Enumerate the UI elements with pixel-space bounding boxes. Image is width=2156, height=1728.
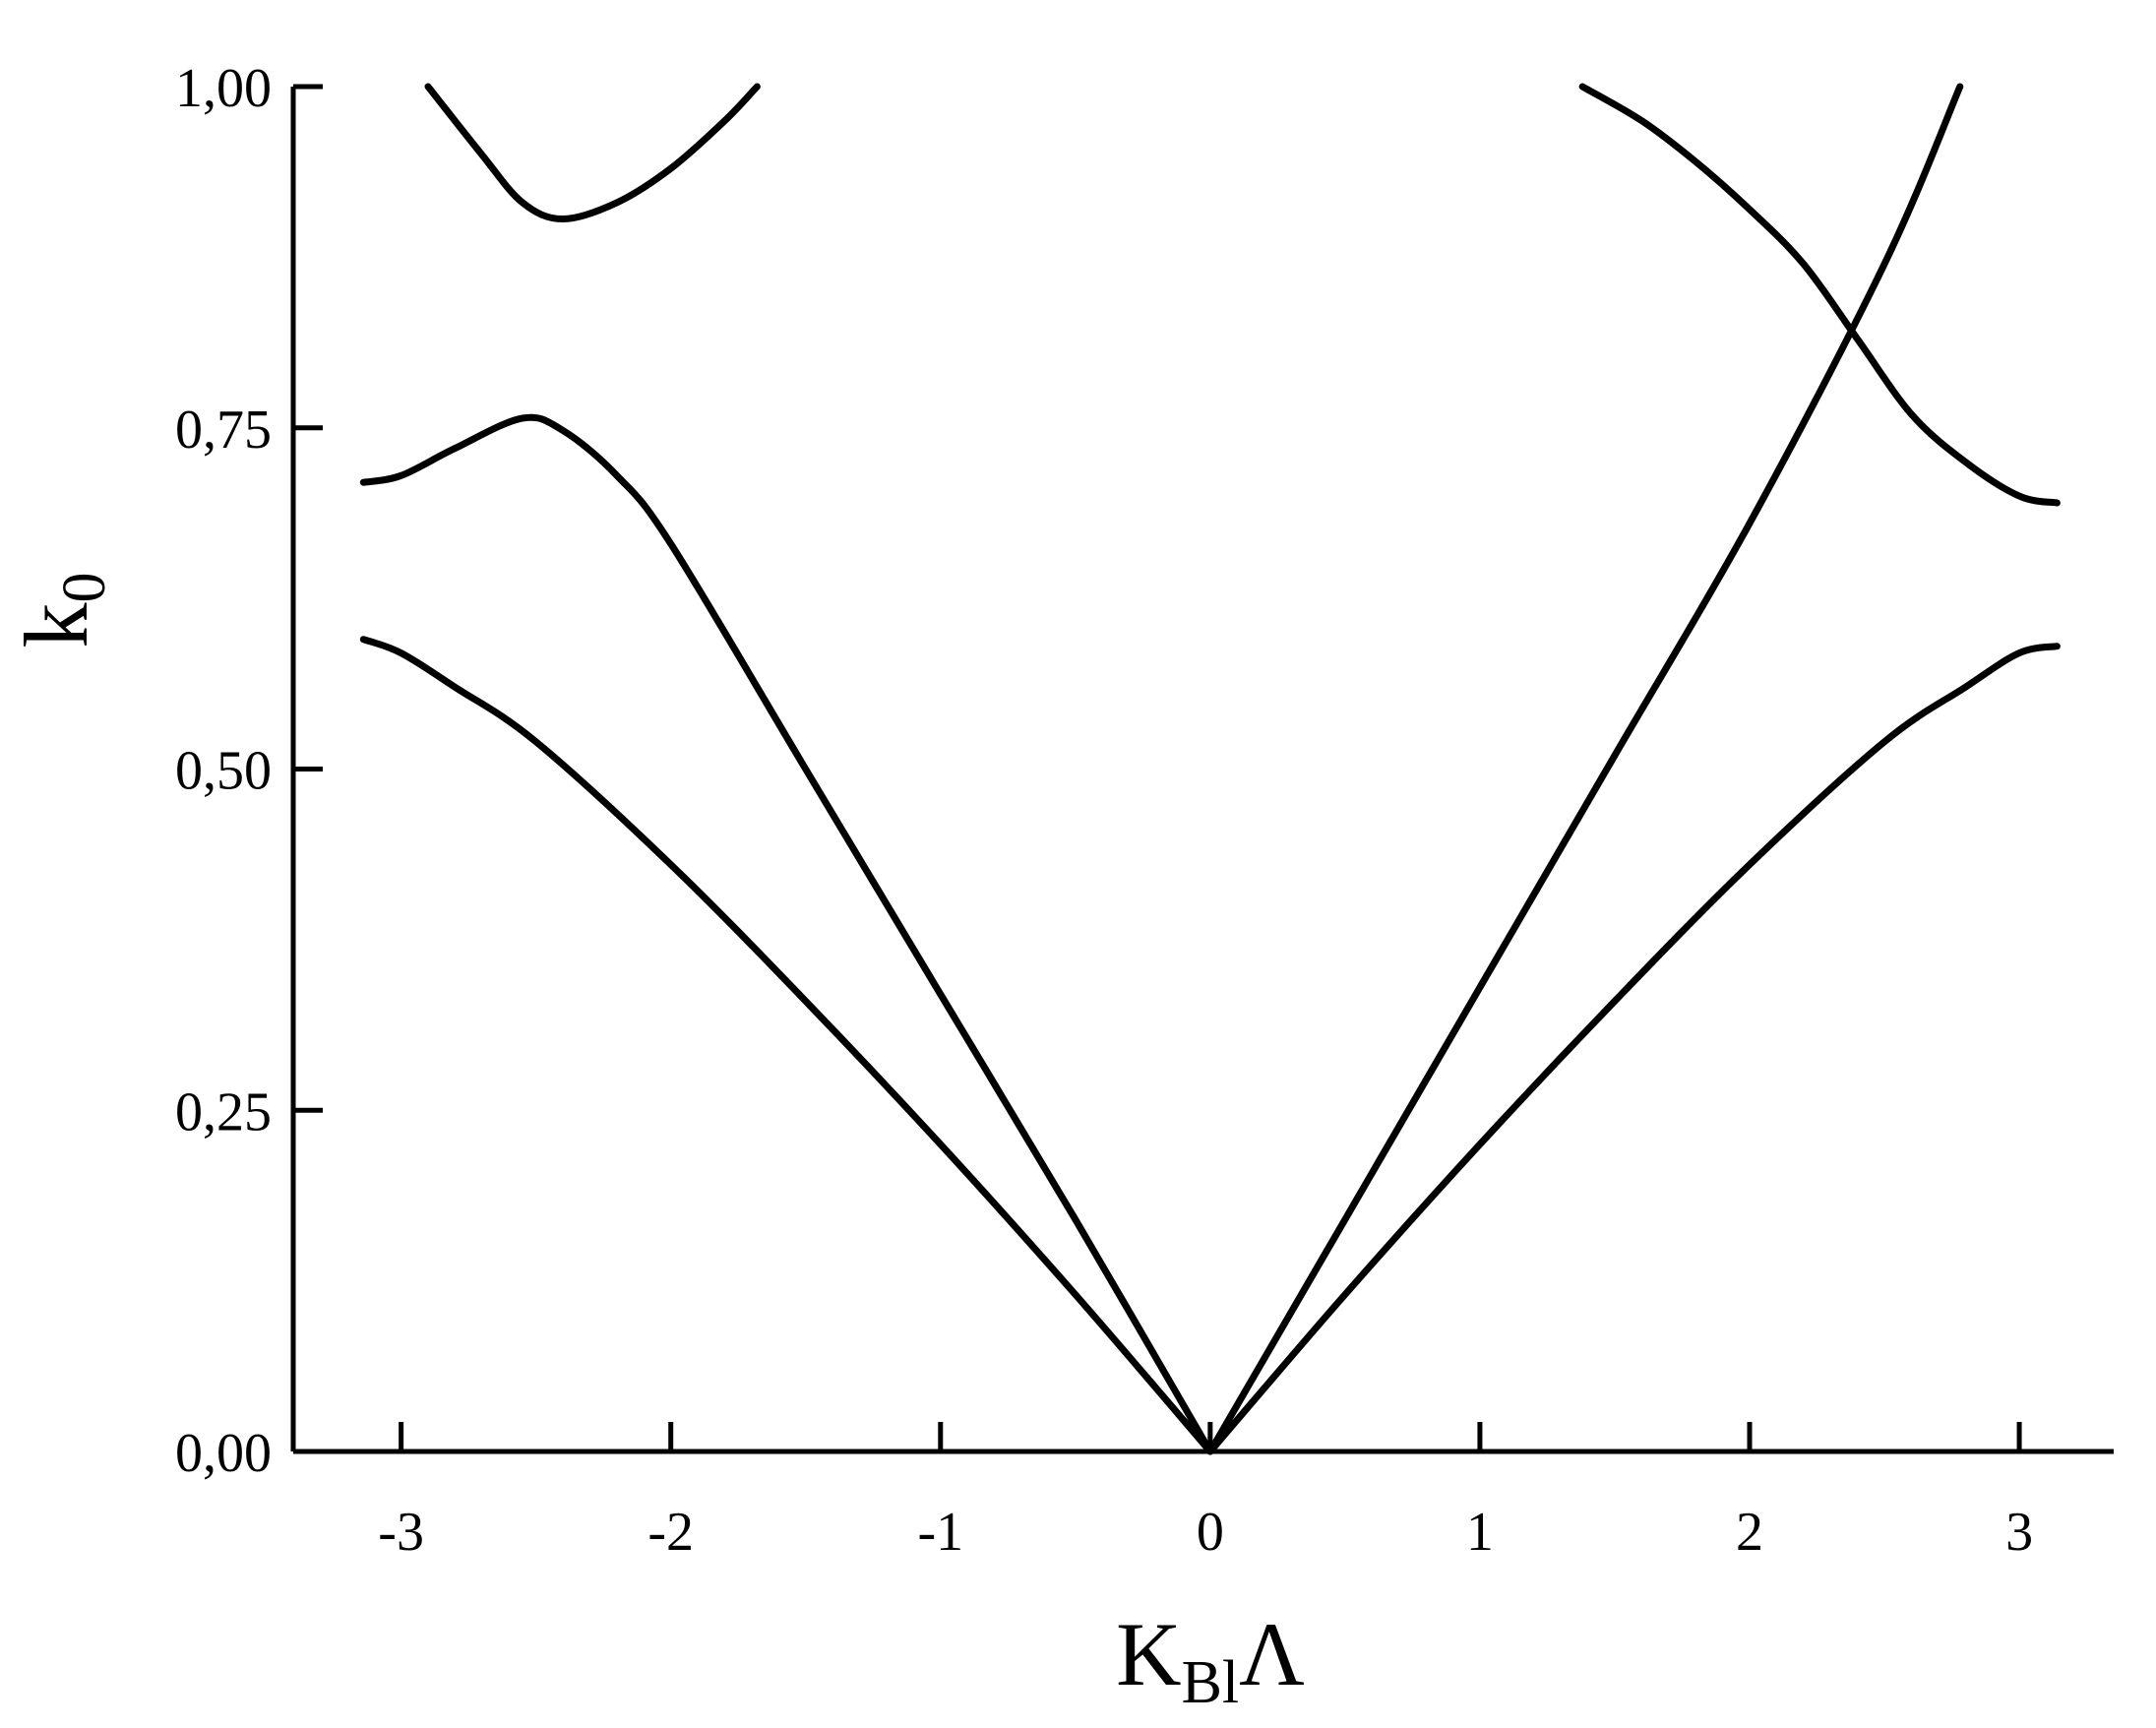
y-tick-label: 1,00 xyxy=(175,58,272,119)
series-line-3 xyxy=(424,83,761,222)
y-tick-label: 0,00 xyxy=(175,1423,272,1484)
y-tick-label: 0,50 xyxy=(175,741,272,802)
x-tick-label: 1 xyxy=(1466,1502,1494,1563)
x-tick-label: 2 xyxy=(1736,1502,1763,1563)
series-line-6 xyxy=(1578,83,2061,507)
series-line-1 xyxy=(359,636,1214,1455)
y-tick-label: 0,75 xyxy=(175,400,272,461)
x-tick-label: -3 xyxy=(378,1502,424,1563)
y-tick-label: 0,25 xyxy=(175,1081,272,1142)
x-tick-label: 3 xyxy=(2005,1502,2033,1563)
x-axis-label-sub: Bl xyxy=(1182,1649,1240,1716)
y-axis-label: k0 xyxy=(6,573,118,648)
x-axis-label-main: K xyxy=(1116,1604,1181,1704)
series-line-5 xyxy=(1206,83,1964,1455)
series-group xyxy=(359,83,2061,1455)
series-line-2 xyxy=(359,413,1214,1455)
y-axis-label-main: k xyxy=(6,603,106,648)
x-axis-label: KBlΛ xyxy=(1116,1604,1305,1716)
x-tick-label: 0 xyxy=(1197,1502,1224,1563)
series-line-4 xyxy=(1206,643,2061,1455)
x-axis-label-after: Λ xyxy=(1239,1604,1305,1704)
x-tick-label: -1 xyxy=(917,1502,963,1563)
ticks-group: -3 -2 -1 0 1 2 3 0,00 0,25 0,50 0,75 1,00 xyxy=(175,58,2033,1563)
y-axis-label-sub: 0 xyxy=(51,573,118,603)
x-tick-label: -2 xyxy=(647,1502,694,1563)
